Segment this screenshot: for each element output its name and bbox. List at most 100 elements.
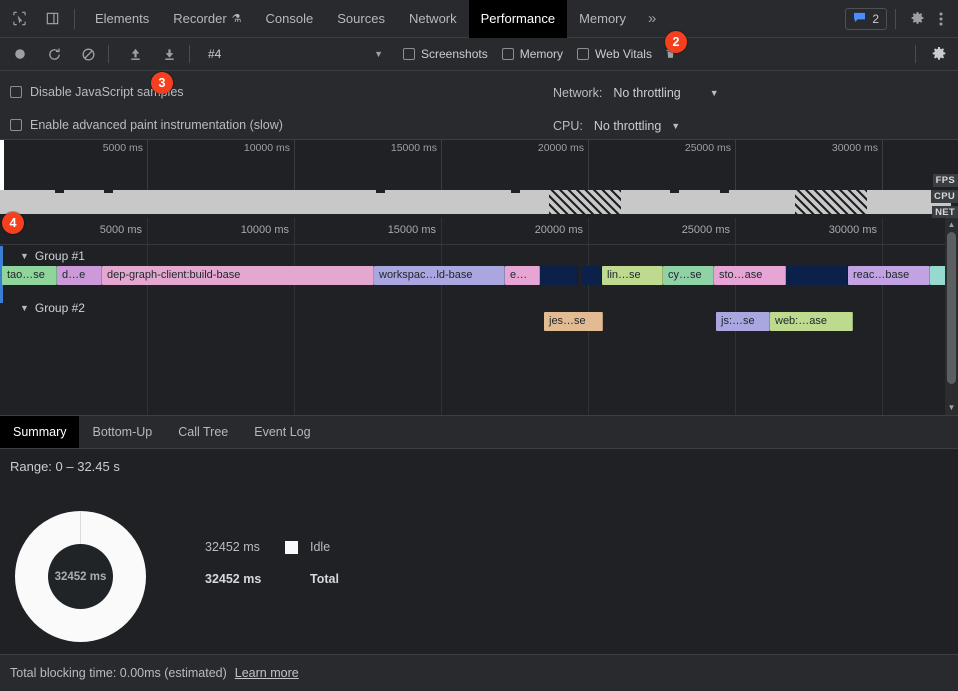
overview-tick-label: 25000 ms xyxy=(684,142,731,154)
screenshots-checkbox[interactable]: Screenshots xyxy=(403,47,488,61)
overview-tick-label: 5000 ms xyxy=(102,142,143,154)
summary-donut-chart: 32452 ms xyxy=(15,511,146,642)
advanced-paint-instrumentation-checkbox[interactable]: Enable advanced paint instrumentation (s… xyxy=(10,114,283,136)
flame-event[interactable]: tao…se xyxy=(2,266,57,285)
overview-cpu-band xyxy=(0,190,951,214)
chevron-down-icon[interactable]: ▼ xyxy=(709,88,719,98)
flame-event[interactable]: js:…se xyxy=(716,312,770,331)
record-toolbar-divider-3 xyxy=(915,45,916,63)
chevron-down-icon: ▼ xyxy=(20,303,29,313)
cpu-hatched-region xyxy=(795,190,867,214)
flame-event[interactable]: e… xyxy=(505,266,540,285)
detail-view-tabs: Summary Bottom-Up Call Tree Event Log xyxy=(0,415,958,449)
chevron-down-icon[interactable]: ▼ xyxy=(671,121,681,131)
tab-summary[interactable]: Summary xyxy=(0,416,80,448)
scroll-up-arrow-icon[interactable]: ▲ xyxy=(947,220,956,229)
network-throttling-row: Network: No throttling ▼ xyxy=(553,82,719,104)
flame-event[interactable]: cy…se xyxy=(663,266,714,285)
flame-event[interactable]: jes…se xyxy=(544,312,603,331)
tab-event-log[interactable]: Event Log xyxy=(254,425,311,439)
overview-band-label-cpu: CPU xyxy=(931,190,958,203)
network-throttling-select[interactable]: No throttling xyxy=(613,86,681,100)
overview-band-label-net: NET xyxy=(932,206,958,218)
cpu-notch xyxy=(511,190,520,193)
flame-event[interactable]: dep-graph-client:build-base xyxy=(102,266,374,285)
record-circle-icon[interactable] xyxy=(6,41,34,67)
memory-checkbox[interactable]: Memory xyxy=(501,47,563,61)
checkbox-box xyxy=(501,48,514,60)
checkbox-box xyxy=(10,119,22,131)
web-vitals-checkbox[interactable]: Web Vitals xyxy=(577,47,652,61)
tab-memory[interactable]: Memory xyxy=(579,11,627,26)
selection-bracket xyxy=(0,246,3,303)
legend-value: 32452 ms xyxy=(205,540,260,554)
overview-net-band xyxy=(0,214,951,218)
overview-tick-label: 20000 ms xyxy=(537,142,584,154)
overview-ruler: 5000 ms 10000 ms 15000 ms 20000 ms 25000 ms 3… xyxy=(0,140,958,190)
experiment-flask-icon: ⚗ xyxy=(231,13,242,25)
capture-settings-gear-icon[interactable] xyxy=(926,41,952,67)
tab-console[interactable]: Console xyxy=(265,11,314,26)
save-profile-icon[interactable] xyxy=(155,41,183,67)
flame-event[interactable]: lin…se xyxy=(602,266,663,285)
tab-bottom-up[interactable]: Bottom-Up xyxy=(92,425,153,439)
load-profile-icon[interactable] xyxy=(121,41,149,67)
flame-event[interactable]: sto…ase xyxy=(714,266,786,285)
flame-event[interactable] xyxy=(786,266,848,285)
cpu-notch xyxy=(55,190,64,193)
device-toolbar-icon[interactable] xyxy=(38,6,66,32)
flame-tick-label: 25000 ms xyxy=(681,224,730,236)
clear-recording-icon[interactable] xyxy=(74,41,102,67)
overview-band-label-fps: FPS xyxy=(932,174,958,187)
timeline-overview[interactable]: 5000 ms 10000 ms 15000 ms 20000 ms 25000 ms 3… xyxy=(0,140,958,218)
checkbox-box xyxy=(403,48,415,60)
flame-event[interactable]: web:…ase xyxy=(770,312,853,331)
flame-group-title: Group #2 xyxy=(34,301,85,315)
checkbox-label: Enable advanced paint instrumentation (s… xyxy=(30,118,283,132)
kebab-menu-icon[interactable] xyxy=(930,6,952,32)
capture-settings-left: Disable JavaScript samples Enable advanc… xyxy=(10,81,283,147)
annotation-badge-3: 3 xyxy=(151,72,173,94)
summary-pane: Range: 0 – 32.45 s 32452 ms 32452 ms Idl… xyxy=(0,449,958,654)
flame-event[interactable]: workspac…ld-base xyxy=(374,266,505,285)
flame-event[interactable]: reac…base xyxy=(848,266,930,285)
recording-history-value: #4 xyxy=(208,47,222,61)
flame-event[interactable]: d…e xyxy=(57,266,102,285)
tab-call-tree[interactable]: Call Tree xyxy=(178,425,229,439)
overview-window-left-handle[interactable] xyxy=(0,140,4,190)
issues-message-icon xyxy=(853,12,866,25)
checkbox-box xyxy=(10,86,22,98)
scroll-down-arrow-icon[interactable]: ▼ xyxy=(947,403,956,412)
legend-row-idle: 32452 ms Idle xyxy=(205,536,339,558)
inspect-cursor-icon[interactable] xyxy=(5,6,33,32)
flame-event[interactable] xyxy=(540,266,578,285)
flame-gridline xyxy=(441,218,442,415)
learn-more-link[interactable]: Learn more xyxy=(234,666,299,680)
flame-event[interactable] xyxy=(581,266,602,285)
chevron-down-icon: ▼ xyxy=(20,251,29,261)
recording-history-select[interactable]: #4 ▼ xyxy=(204,42,389,66)
more-tabs-icon[interactable]: » xyxy=(648,10,657,27)
disable-js-samples-checkbox[interactable]: Disable JavaScript samples xyxy=(10,81,283,103)
overview-tick xyxy=(735,140,736,190)
flame-chart[interactable]: 5000 ms 10000 ms 15000 ms 20000 ms 25000 ms 3… xyxy=(0,218,958,415)
reload-and-record-icon[interactable] xyxy=(40,41,68,67)
issues-counter-button[interactable]: 2 xyxy=(845,7,887,30)
overview-tick xyxy=(441,140,442,190)
legend-swatch xyxy=(285,540,298,554)
flame-chart-scrollbar[interactable]: ▲ ▼ xyxy=(945,218,958,415)
tab-elements[interactable]: Elements xyxy=(95,11,150,26)
flame-group-header-1[interactable]: ▼ Group #1 xyxy=(0,246,85,266)
flame-tick-label: 15000 ms xyxy=(387,224,436,236)
tab-network[interactable]: Network xyxy=(408,11,457,26)
flame-tick-label: 5000 ms xyxy=(99,224,142,236)
tab-performance[interactable]: Performance xyxy=(468,0,568,38)
cpu-throttling-select[interactable]: No throttling xyxy=(593,119,662,133)
overview-tick-label: 15000 ms xyxy=(390,142,437,154)
tab-sources[interactable]: Sources xyxy=(337,11,385,26)
flame-group-header-2[interactable]: ▼ Group #2 xyxy=(0,298,85,318)
gear-icon[interactable] xyxy=(904,6,930,32)
scrollbar-thumb[interactable] xyxy=(947,232,956,384)
tab-recorder[interactable]: Recorder ⚗ xyxy=(173,11,242,26)
